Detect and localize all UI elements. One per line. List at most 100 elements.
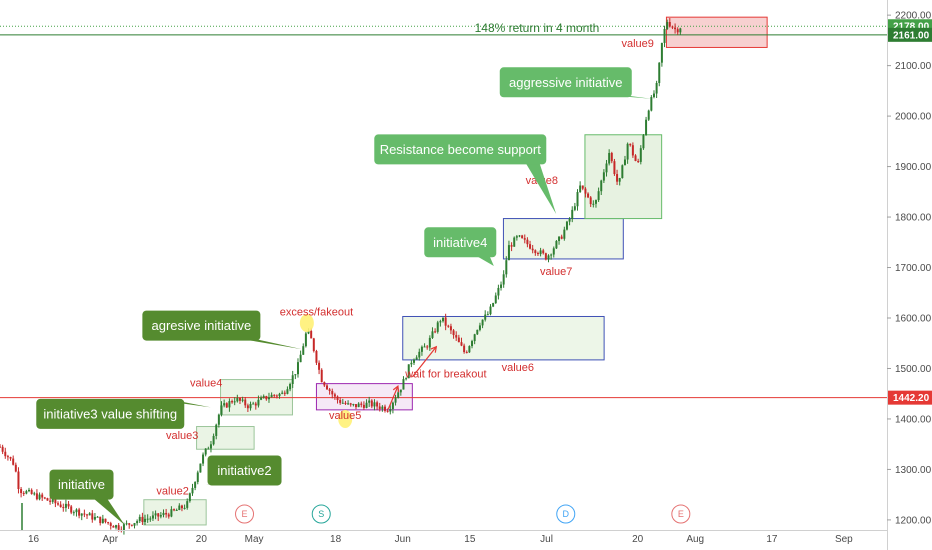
y-tick-label: 1800.00 (895, 213, 932, 224)
zone-label: excess/fakeout (280, 306, 353, 318)
candle-body (191, 487, 194, 494)
candle-body (236, 397, 239, 402)
candle-body (212, 435, 215, 445)
candle-body (257, 399, 260, 406)
candle-body (434, 331, 437, 333)
candle-body (510, 245, 513, 247)
candle-body (618, 178, 621, 182)
candle-body (579, 185, 582, 193)
candle-body (349, 403, 352, 405)
event-marker-circle[interactable] (556, 504, 576, 524)
candle-body (426, 346, 429, 348)
callout-tail (525, 162, 557, 215)
candle-body (12, 458, 15, 465)
candle-body (639, 148, 642, 162)
price-tag (888, 390, 932, 405)
candle-body (405, 378, 408, 380)
candle-body (262, 396, 265, 398)
candle-body (447, 325, 450, 327)
candle-body (439, 321, 442, 323)
candle-body (544, 253, 547, 260)
event-marker[interactable]: S (311, 504, 331, 524)
event-marker-circle[interactable] (311, 504, 331, 524)
zone-value3 (196, 426, 255, 450)
event-marker[interactable]: E (671, 504, 691, 524)
y-tick-label: 1700.00 (895, 263, 932, 274)
event-marker-letter: E (678, 509, 684, 519)
candle-body (407, 364, 410, 379)
candle-body (457, 337, 460, 343)
candle-body (381, 406, 384, 409)
candle-body (286, 389, 289, 394)
candle-body (291, 375, 294, 385)
callout-tail (239, 338, 303, 350)
candle-body (325, 385, 328, 390)
candle-body (478, 325, 481, 330)
candle-body (62, 507, 65, 509)
candle-body (33, 493, 36, 495)
zone-value2 (143, 499, 207, 526)
candle-body (547, 255, 550, 260)
candle-body (41, 494, 44, 498)
candle-body (320, 369, 323, 383)
candle-body (91, 513, 94, 520)
candle-body (209, 444, 212, 449)
candle-body (265, 396, 268, 400)
candle-body (217, 414, 220, 425)
event-marker[interactable]: D (556, 504, 576, 524)
candle-body (178, 505, 181, 510)
candle-body (96, 516, 99, 518)
zone-label: wait for breakout (404, 369, 486, 381)
price-tag (888, 27, 932, 42)
candle-body (125, 523, 128, 525)
candle-body (146, 518, 149, 520)
x-tick-label: 20 (196, 534, 208, 545)
candle-body (471, 341, 474, 347)
candle-body (431, 331, 434, 338)
candle-body (170, 509, 173, 517)
candle-body (523, 238, 526, 240)
candle-body (518, 235, 521, 237)
candle-body (502, 274, 505, 285)
candle-body (241, 399, 244, 401)
candle-body (370, 400, 373, 407)
candle-body (0, 446, 1, 448)
candle-body (331, 390, 334, 395)
zone-value6 (402, 315, 605, 361)
candle-body (260, 397, 263, 400)
candle-body (428, 337, 431, 348)
candle-body (83, 513, 86, 515)
candle-body (645, 119, 648, 136)
candle-body (668, 22, 671, 27)
candle-body (204, 448, 207, 455)
candle-body (238, 397, 241, 401)
candle-body (560, 236, 563, 239)
candle-body (423, 346, 426, 348)
candle-body (136, 521, 139, 524)
event-marker-circle[interactable] (235, 504, 255, 524)
zone-value9 (665, 16, 768, 48)
candle-body (655, 82, 658, 94)
zone-label: value4 (190, 378, 222, 390)
candle-body (413, 359, 416, 363)
y-tick-label: 1500.00 (895, 364, 932, 375)
candle-body (223, 403, 226, 406)
candle-body (489, 306, 492, 315)
event-marker-circle[interactable] (671, 504, 691, 524)
candle-body (344, 402, 347, 404)
callout-box (424, 227, 497, 258)
candle-body (122, 524, 125, 531)
event-marker[interactable]: E (235, 504, 255, 524)
candle-body (115, 525, 118, 528)
candle-body (634, 155, 637, 161)
candle-body (621, 165, 624, 179)
candle-body (144, 518, 147, 522)
candle-body (154, 513, 157, 516)
candle-body (552, 248, 555, 255)
candle-body (333, 394, 336, 397)
x-tick-label: Sep (835, 534, 853, 545)
candle-body (294, 374, 297, 376)
candle-body (249, 403, 252, 409)
candle-body (175, 509, 178, 511)
